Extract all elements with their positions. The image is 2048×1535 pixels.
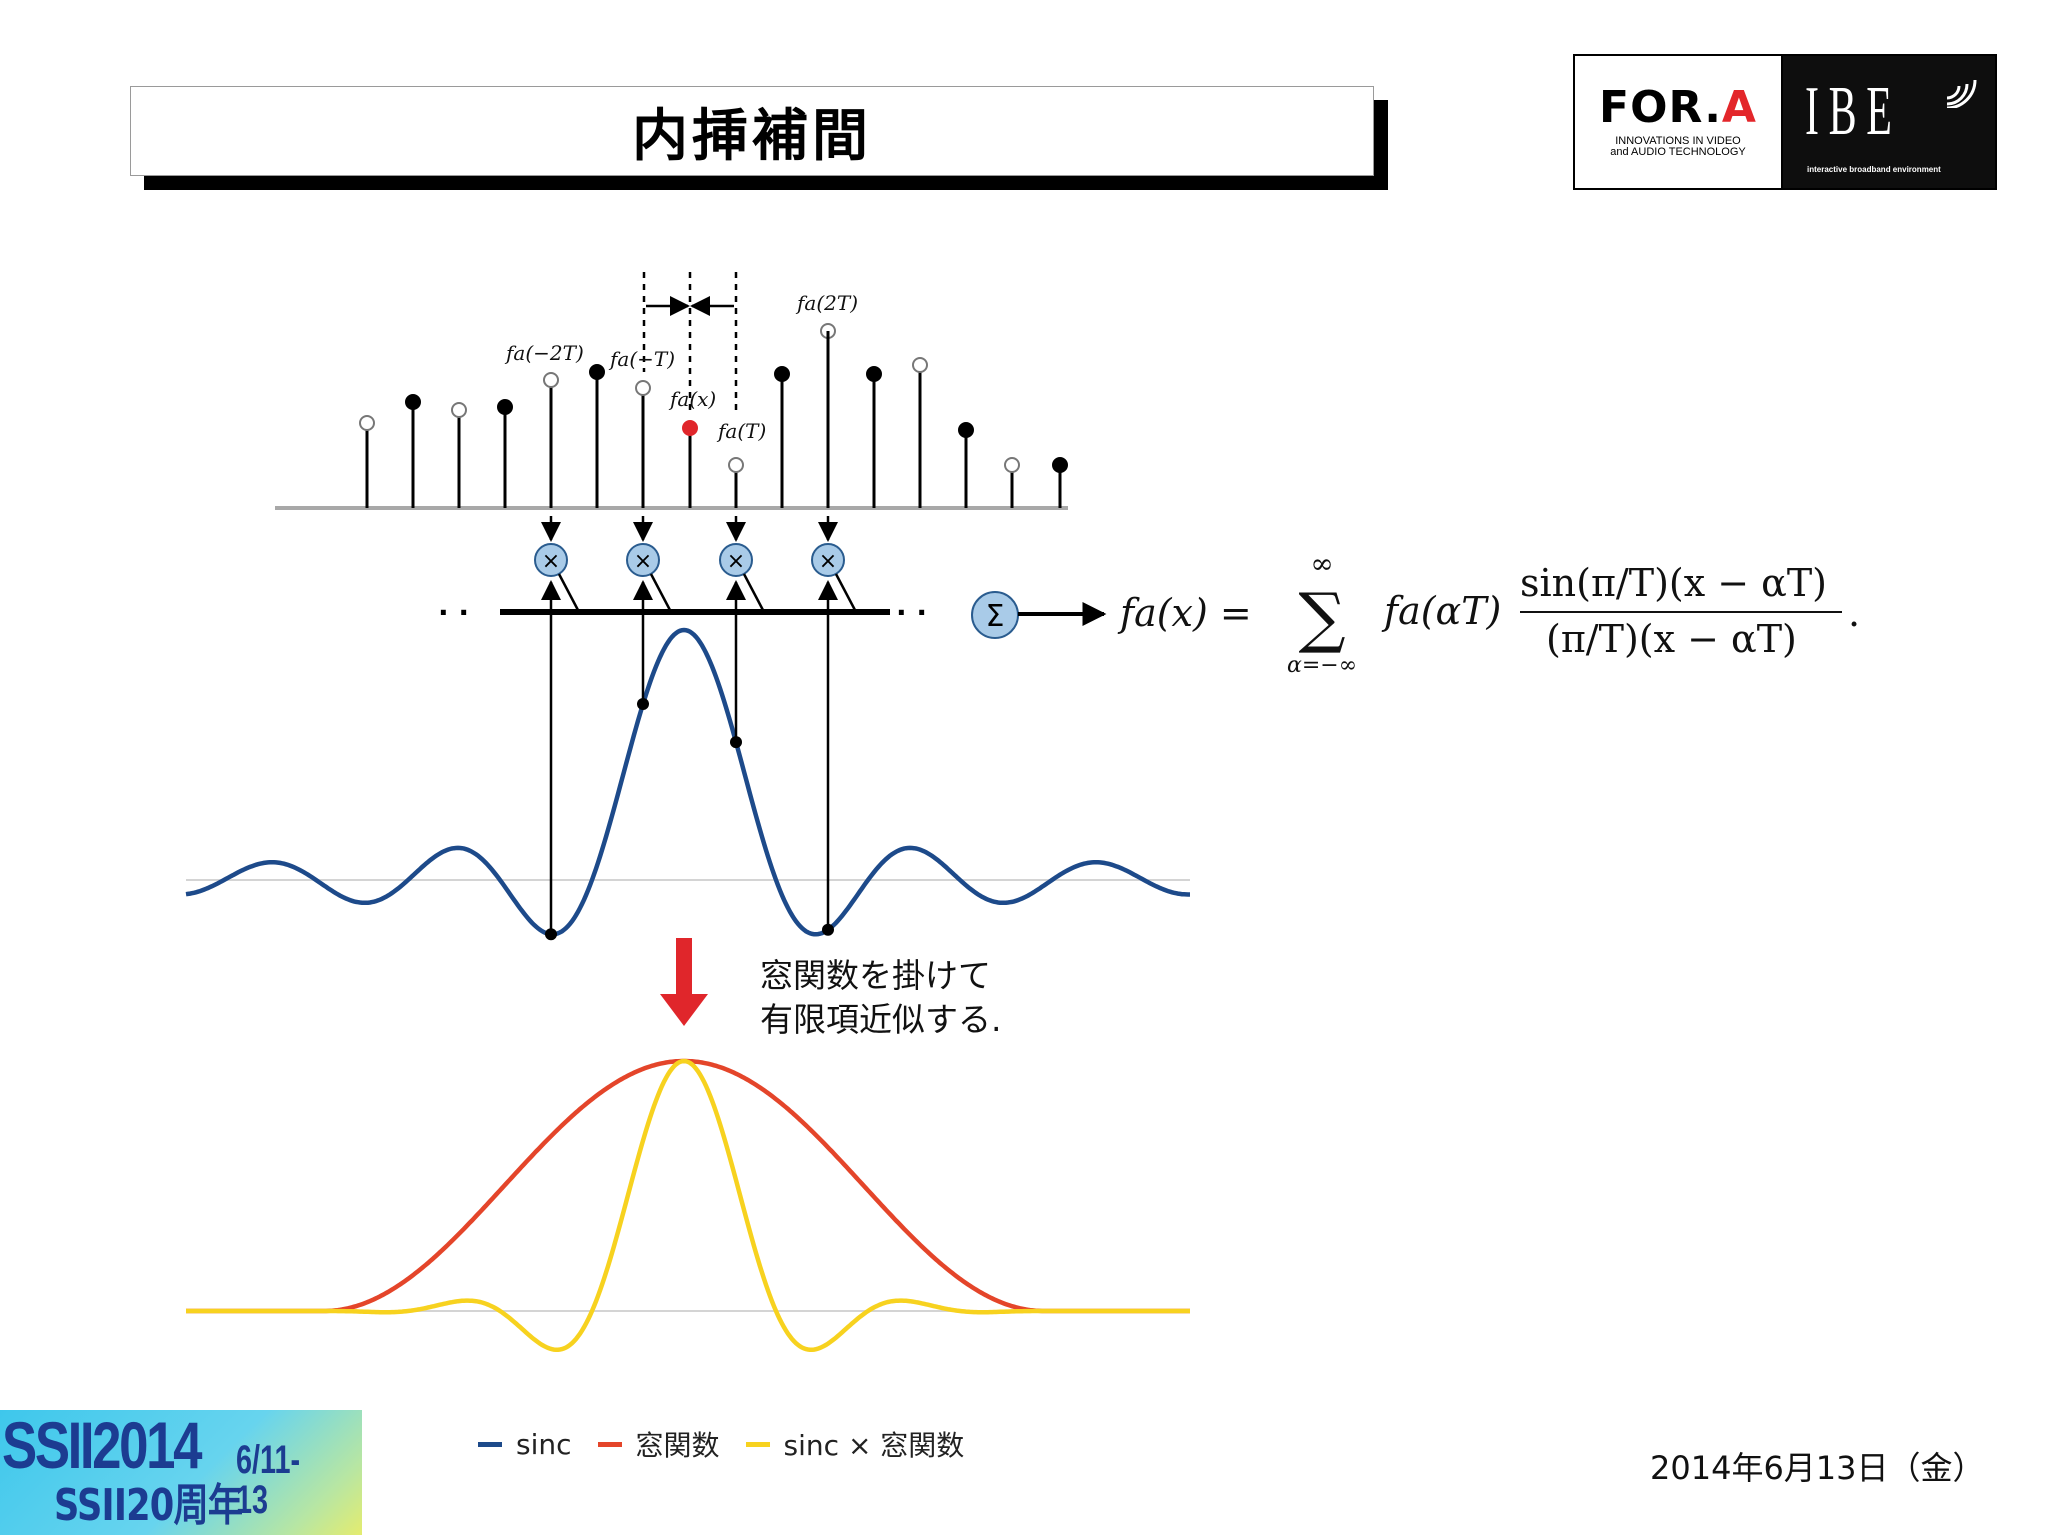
sample-point [958, 422, 974, 438]
multiply-symbol: × [542, 549, 560, 574]
badge-dates: 6/11-13 [236, 1438, 301, 1522]
legend-item-window: 窓関数 [597, 1424, 720, 1464]
down-arrow-icon [660, 938, 708, 1026]
sinc-curve [185, 627, 1190, 937]
legend: sinc 窓関数 sinc × 窓関数 [478, 1424, 990, 1464]
formula-denominator: (π/T)(x − αT) [1546, 617, 1797, 661]
legend-label-window: 窓関数 [635, 1429, 720, 1462]
legend-swatch-sinc [478, 1441, 502, 1447]
sample-point [359, 415, 375, 431]
ibe-logo: IBE interactive broadband environment [1783, 56, 1995, 188]
formula-end: . [1848, 591, 1860, 635]
multiply-symbol: × [727, 549, 745, 574]
fora-tagline-2: and AUDIO TECHNOLOGY [1610, 146, 1746, 158]
wifi-waves-icon [1946, 79, 1977, 108]
windowed-sinc-curve [186, 1058, 1190, 1353]
presentation-date: 2014年6月13日（金） [1650, 1449, 1985, 1487]
legend-label-windowed: sinc × 窓関数 [783, 1429, 965, 1462]
formula-sigma-icon: ∑ [1298, 579, 1345, 656]
ibe-tagline: interactive broadband environment [1807, 165, 1941, 174]
multiplier-to-bus-line [649, 573, 673, 613]
sample-point [451, 402, 467, 418]
multiplier-to-bus-line [742, 573, 766, 613]
multiplier-nodes: × × × × [534, 516, 858, 613]
label-fa-x: fa(x) [668, 387, 716, 411]
title-box: 内挿補間 [130, 86, 1374, 176]
multiplier-to-bus-line [557, 573, 581, 613]
legend-item-windowed: sinc × 窓関数 [745, 1424, 965, 1464]
label-fa-minus-T: fa(−T) [608, 347, 675, 371]
page-title: 内挿補間 [632, 103, 872, 169]
sinc-sample-point [822, 923, 834, 936]
ssii-badge: SSII2014 6/11-13 SSII20周年 [0, 1410, 362, 1535]
sample-stems [359, 323, 1068, 508]
multiply-symbol: × [634, 549, 652, 574]
formula-term: fa(αT) [1381, 589, 1501, 633]
note-line-2: 有限項近似する. [760, 1000, 1002, 1039]
fora-logo: FOR.A INNOVATIONS IN VIDEO and AUDIO TEC… [1575, 56, 1783, 188]
ibe-wordmark: IBE [1805, 73, 1902, 150]
multiplier-icon [626, 543, 660, 577]
formula-sum-upper: ∞ [1310, 547, 1333, 580]
sample-point [912, 357, 928, 373]
sinc-sample-point [730, 736, 742, 749]
interval-guides [642, 272, 738, 410]
sample-point [1004, 457, 1020, 473]
label-fa-minus-2T: fa(−2T) [504, 341, 584, 365]
sinc-sample-point [545, 928, 557, 941]
note-line-1: 窓関数を掛けて [760, 956, 991, 995]
formula-sum-lower: α=−∞ [1287, 653, 1357, 678]
sample-point [497, 399, 513, 415]
ellipsis-left: · · [438, 596, 469, 629]
badge-anniversary: SSII20周年 [54, 1480, 243, 1531]
sample-point [589, 364, 605, 380]
badge-year: SSII2014 [2, 1408, 202, 1482]
legend-label-sinc: sinc [516, 1427, 572, 1461]
fora-tagline-1: INNOVATIONS IN VIDEO [1615, 135, 1741, 147]
sample-point [866, 366, 882, 382]
multiplier-icon [719, 543, 753, 577]
legend-item-sinc: sinc [478, 1428, 572, 1461]
legend-swatch-windowed [745, 1441, 770, 1447]
sample-point [635, 380, 651, 396]
note-text: 窓関数を掛けて 有限項近似する. [760, 954, 1002, 1042]
ellipsis-right: · · [896, 596, 927, 629]
interpolation-formula: fa(x) = ∞ ∑ α=−∞ fa(αT) sin(π/T)(x − αT)… [1117, 547, 1860, 678]
label-fa-2T: fa(2T) [795, 291, 858, 315]
sample-point [774, 366, 790, 382]
sample-labels: fa(−2T) fa(−T) fa(x) fa(T) fa(2T) [504, 291, 858, 443]
interpolated-point [682, 420, 698, 436]
label-fa-T: fa(T) [716, 419, 766, 443]
multiplier-icon [811, 543, 845, 577]
fora-brand-accent: A [1721, 82, 1757, 133]
sigma-icon: Σ [986, 599, 1005, 634]
sample-point [728, 457, 744, 473]
multiplier-to-bus-line [834, 573, 858, 613]
sponsor-logo: FOR.A INNOVATIONS IN VIDEO and AUDIO TEC… [1573, 54, 1997, 190]
formula-numerator: sin(π/T)(x − αT) [1520, 561, 1827, 605]
formula-lhs: fa(x) = [1117, 591, 1252, 635]
multiply-symbol: × [819, 549, 837, 574]
legend-swatch-window [597, 1441, 622, 1447]
sample-point [543, 372, 559, 388]
multiplier-icon [534, 543, 568, 577]
fora-brand: FOR. [1599, 82, 1722, 133]
sample-point [1052, 457, 1068, 473]
sinc-sample-links [541, 580, 838, 941]
sinc-sample-point [637, 698, 649, 711]
sample-point [405, 394, 421, 410]
window-curve [186, 1058, 1190, 1314]
